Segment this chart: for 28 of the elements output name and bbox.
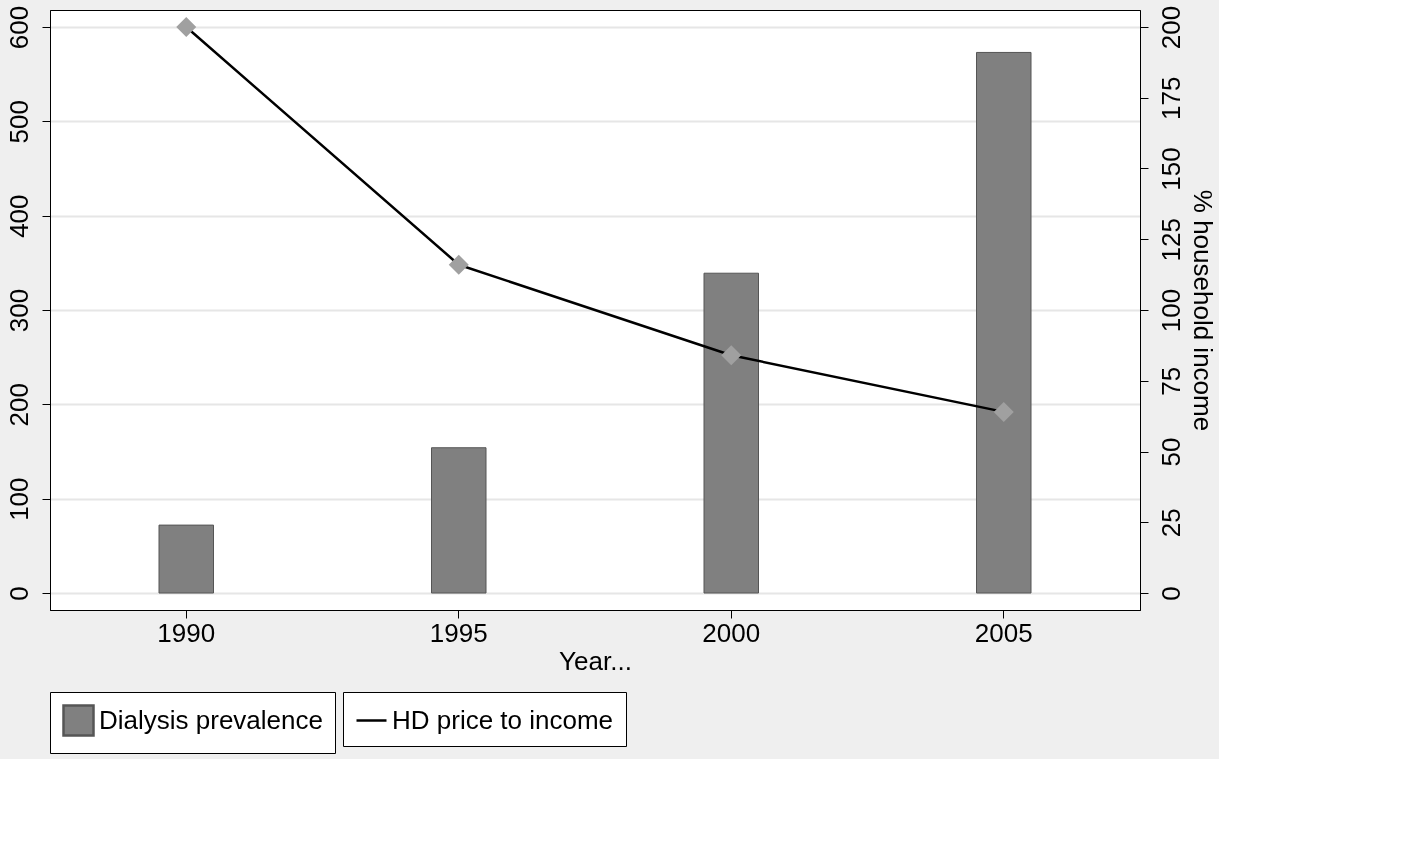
y2-tick-label: 0 xyxy=(1155,586,1186,601)
y-tick-label: 200 xyxy=(3,383,34,427)
x-tick-label: 2005 xyxy=(974,617,1033,648)
y2-tick-label: 200 xyxy=(1155,5,1186,50)
x-axis-title: Year... xyxy=(559,645,632,676)
y-tick-label: 600 xyxy=(3,5,34,50)
bar xyxy=(976,51,1032,594)
bar xyxy=(431,447,487,594)
y2-tick-label: 125 xyxy=(1155,218,1186,262)
y-tick-label: 100 xyxy=(3,477,34,521)
x-tick-label: 1995 xyxy=(429,617,488,648)
bar xyxy=(703,272,759,594)
y-tick-label: 500 xyxy=(3,100,34,144)
y-tick-label: 0 xyxy=(3,586,34,601)
y2-tick-label: 75 xyxy=(1155,366,1186,396)
y-tick-label: 300 xyxy=(3,288,34,333)
y2-tick-label: 25 xyxy=(1155,508,1186,538)
y2-tick-label: 50 xyxy=(1155,437,1186,467)
bar xyxy=(158,524,214,594)
y2-tick-label: 100 xyxy=(1155,288,1186,333)
legend-label: HD price to income xyxy=(392,704,614,735)
x-tick-label: 1990 xyxy=(157,617,216,648)
y-tick-label: 400 xyxy=(3,194,34,238)
x-tick-label: 2000 xyxy=(702,617,761,648)
legend-label: Dialysis prevalence xyxy=(99,704,323,735)
y2-axis-title: % household income xyxy=(1187,189,1218,432)
y2-tick-label: 175 xyxy=(1155,76,1186,120)
y2-tick-label: 150 xyxy=(1155,147,1186,191)
